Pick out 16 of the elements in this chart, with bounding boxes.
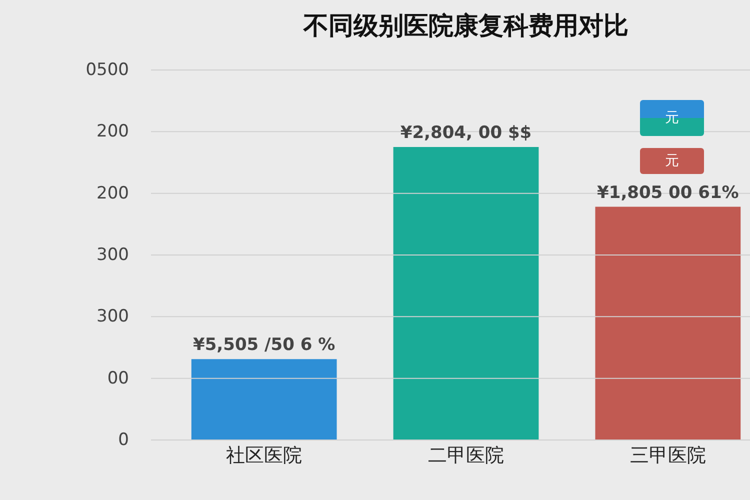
text: 300 xyxy=(96,306,129,327)
text: 200 xyxy=(96,183,129,204)
label-box: 元 xyxy=(640,148,704,174)
text: 0 xyxy=(118,430,129,450)
annotation: ¥1,805 00 61% xyxy=(597,182,739,203)
annotation: ¥5,505 /50 6 % xyxy=(193,335,336,356)
text: 0500 xyxy=(86,60,129,80)
chart-title: 不同级别医院康复科费用对比 xyxy=(302,11,628,40)
text: 200 xyxy=(96,122,129,142)
annotation: ¥2,804, 00 $$ xyxy=(400,123,532,144)
x-tick-label: 三甲医院 xyxy=(630,444,706,466)
x-tick-label: 社区医院 xyxy=(226,444,302,466)
text: 300 xyxy=(96,245,129,265)
x-tick-label: 二甲医院 xyxy=(428,444,504,466)
text: 00 xyxy=(107,368,129,388)
label-box: 元 xyxy=(640,100,704,136)
